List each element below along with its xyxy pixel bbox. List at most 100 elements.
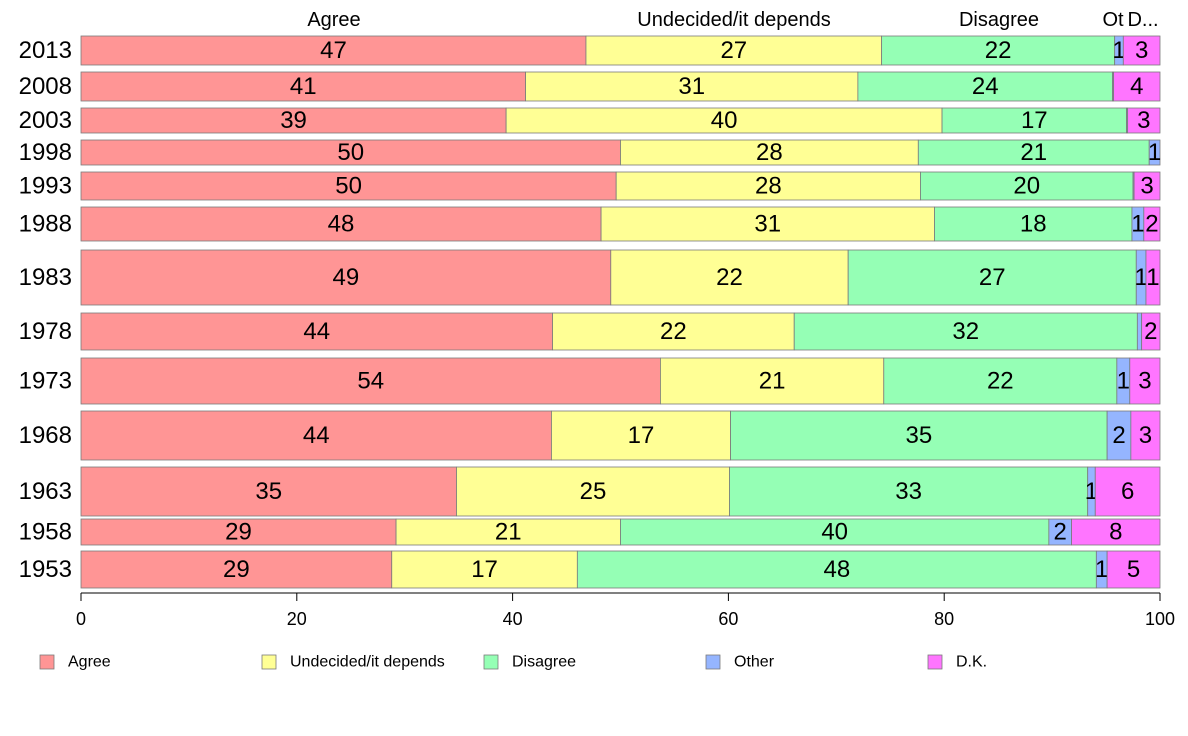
- legend-swatch: [483, 654, 499, 670]
- bar-value-label: 8: [1109, 519, 1122, 546]
- bar-segment: [615, 171, 921, 201]
- bar-value-label: 1: [1085, 478, 1098, 505]
- bar-value-label: 22: [716, 264, 743, 291]
- column-header-2: Disagree: [959, 9, 1039, 31]
- bar-value-label: 27: [720, 37, 747, 64]
- legend-swatch: [927, 654, 943, 670]
- bar-segment: [80, 35, 587, 66]
- bar-segment: [920, 171, 1134, 201]
- bar-value-label: 21: [759, 368, 786, 395]
- bar-segment: [80, 71, 526, 102]
- bar-value-label: 31: [754, 211, 781, 238]
- year-label: 1983: [19, 264, 72, 291]
- year-label: 2003: [19, 107, 72, 134]
- bar-segment: [620, 518, 1050, 546]
- bar-segment: [620, 139, 919, 166]
- bar-value-label: 50: [337, 139, 364, 166]
- bar-value-label: 21: [495, 519, 522, 546]
- bar-value-label: 50: [335, 173, 362, 200]
- legend-label: Undecided/it depends: [290, 654, 445, 671]
- bar-segment: [1122, 35, 1161, 66]
- year-label: 2013: [19, 37, 72, 64]
- bar-segment: [1145, 249, 1161, 306]
- bar-value-label: 22: [985, 37, 1012, 64]
- bar-value-label: 2: [1144, 318, 1157, 345]
- bar-segment: [1136, 312, 1143, 351]
- bar-segment: [1094, 466, 1161, 517]
- bar-value-label: 32: [952, 318, 979, 345]
- legend-label: Disagree: [512, 654, 576, 671]
- bar-segment: [552, 312, 795, 351]
- column-header-1: Undecided/it depends: [637, 9, 830, 31]
- bar-value-label: 48: [823, 556, 850, 583]
- year-label: 1998: [19, 139, 72, 166]
- year-label: 1968: [19, 422, 72, 449]
- bar-value-label: 48: [328, 211, 355, 238]
- bar-segment: [391, 550, 578, 589]
- bar-value-label: 3: [1137, 107, 1150, 134]
- bar-segment: [80, 518, 397, 546]
- year-label: 1973: [19, 368, 72, 395]
- x-tick-label: 100: [1145, 609, 1175, 629]
- bar-value-label: 44: [303, 318, 330, 345]
- bar-value-label: 39: [280, 107, 307, 134]
- bar-segment: [576, 550, 1097, 589]
- bar-segment: [80, 357, 661, 405]
- bar-value-label: 41: [290, 73, 317, 100]
- bar-value-label: 28: [755, 173, 782, 200]
- legend-label: Agree: [68, 654, 111, 671]
- bar-value-label: 22: [660, 318, 687, 345]
- legend-label: D.K.: [956, 654, 987, 671]
- bar-value-label: 17: [471, 556, 498, 583]
- bar-value-label: 3: [1138, 368, 1151, 395]
- bar-value-label: 3: [1140, 173, 1153, 200]
- x-tick-label: 60: [718, 609, 738, 629]
- bar-segment: [917, 139, 1150, 166]
- x-tick-label: 40: [503, 609, 523, 629]
- bar-segment: [80, 466, 457, 517]
- bar-segment: [525, 71, 859, 102]
- bar-segment: [941, 107, 1127, 134]
- column-header-4: D...: [1127, 9, 1158, 31]
- bar-segment: [80, 139, 621, 166]
- bar-value-label: 22: [987, 368, 1014, 395]
- bar-value-label: 40: [821, 519, 848, 546]
- bar-value-label: 1: [1134, 264, 1147, 291]
- bar-value-label: 49: [333, 264, 360, 291]
- bar-segment: [1148, 139, 1161, 166]
- bar-segment: [456, 466, 730, 517]
- bar-segment: [1113, 71, 1161, 102]
- bar-value-label: 27: [979, 264, 1006, 291]
- bar-value-label: 31: [678, 73, 705, 100]
- bar-value-label: 35: [905, 422, 932, 449]
- bar-value-label: 3: [1135, 37, 1148, 64]
- bar-value-label: 33: [895, 478, 922, 505]
- bar-value-label: 24: [972, 73, 999, 100]
- bar-segment: [80, 206, 602, 242]
- bar-segment: [793, 312, 1138, 351]
- bar-value-label: 6: [1121, 478, 1134, 505]
- bar-segment: [1133, 171, 1161, 201]
- bar-segment: [80, 550, 393, 589]
- legend-swatch: [39, 654, 55, 670]
- bar-value-label: 20: [1013, 173, 1040, 200]
- bar-segment: [1129, 357, 1161, 405]
- bar-value-label: 2: [1054, 519, 1067, 546]
- column-header-3: Ot: [1102, 9, 1124, 31]
- bar-segment: [551, 410, 731, 461]
- legend-label: Other: [734, 654, 775, 671]
- bar-segment: [610, 249, 849, 306]
- bar-segment: [80, 107, 507, 134]
- bar-value-label: 25: [580, 478, 607, 505]
- year-label: 1993: [19, 173, 72, 200]
- year-label: 1953: [19, 556, 72, 583]
- year-label: 1978: [19, 318, 72, 345]
- legend-swatch: [261, 654, 277, 670]
- bar-value-label: 1: [1095, 556, 1108, 583]
- bar-segment: [1106, 550, 1161, 589]
- x-tick-label: 0: [76, 609, 86, 629]
- bar-value-label: 3: [1139, 422, 1152, 449]
- year-label: 2008: [19, 73, 72, 100]
- bar-value-label: 18: [1020, 211, 1047, 238]
